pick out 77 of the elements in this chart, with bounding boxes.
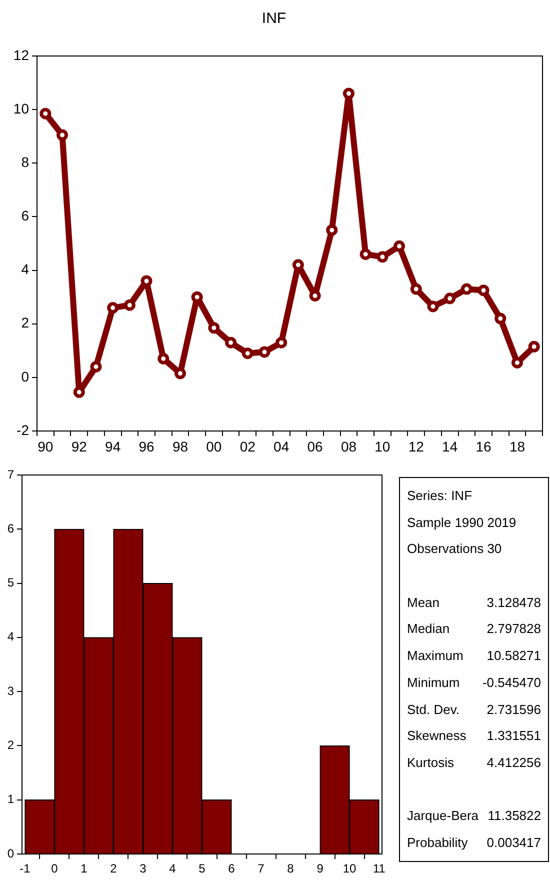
x-tick-label: 06	[307, 438, 324, 454]
point	[394, 240, 406, 252]
x-tick-label: 5	[198, 862, 206, 876]
x-tick-label: 04	[274, 438, 290, 454]
x-tick-label: 00	[206, 438, 222, 454]
point	[56, 129, 68, 141]
x-tick-label: 2	[110, 862, 118, 876]
y-tick-label: 2	[21, 314, 30, 331]
point	[511, 356, 523, 368]
y-tick-label: 7	[7, 467, 14, 482]
x-tick-label: 7	[258, 862, 265, 876]
point	[410, 283, 422, 295]
x-tick-label: 02	[240, 438, 256, 454]
point	[342, 88, 354, 100]
y-tick-label: 6	[7, 521, 14, 536]
y-tick-label: 0	[7, 846, 14, 860]
x-tick-label: 92	[71, 438, 88, 454]
point	[528, 340, 540, 352]
point	[460, 283, 472, 295]
point	[140, 275, 152, 287]
y-tick-label: -2	[16, 422, 30, 438]
y-tick-label: 2	[7, 738, 14, 752]
point	[158, 352, 170, 364]
point	[494, 312, 506, 324]
point	[40, 108, 52, 120]
text: Jarque-Bera 11.35822 Probability 0.003417	[407, 808, 541, 850]
x-tick-label: 10	[374, 438, 390, 454]
x-tick-label: 9	[316, 862, 324, 876]
point	[444, 292, 456, 304]
point	[376, 251, 388, 263]
x-tick-label: 6	[228, 862, 236, 876]
x-tick-label: -1	[20, 862, 31, 876]
y-tick-label: 10	[13, 100, 30, 116]
point	[292, 259, 304, 271]
chart-title: INF	[262, 10, 286, 28]
x-tick-label: 94	[105, 438, 121, 454]
y-tick-label: 3	[7, 684, 14, 698]
point	[242, 348, 254, 360]
text: Series: INF Sample 1990 2019 Observations 30	[407, 487, 516, 558]
point	[73, 386, 85, 398]
x-tick-label: 14	[442, 438, 458, 454]
x-tick-label: 18	[509, 438, 526, 454]
y-tick-label: 4	[21, 261, 30, 278]
x-tick-label: 08	[340, 438, 357, 454]
x-tick-label: 3	[140, 862, 147, 876]
point	[191, 291, 203, 303]
text: Mean 3.128478 Median 2.797828 Maximum 10.58271 Minimum -0.545470 Std. Dev. 2.731596 Skewness 1.331551 Kurtosis 4.412256	[407, 594, 541, 770]
x-tick-label: 0	[51, 862, 58, 876]
y-tick-label: 4	[7, 630, 14, 644]
x-tick-label: 10	[342, 862, 357, 876]
x-tick-label: 96	[138, 438, 155, 454]
point	[90, 360, 102, 372]
point	[107, 302, 119, 314]
y-tick-label: 6	[21, 208, 30, 224]
x-tick-label: 1	[80, 862, 88, 876]
point	[124, 299, 136, 311]
point	[258, 346, 270, 358]
x-tick-label: 12	[408, 438, 424, 454]
point	[427, 300, 439, 312]
point	[174, 368, 186, 380]
x-tick-label: 98	[172, 438, 188, 454]
x-tick-label: 4	[169, 862, 176, 876]
y-tick-label: 8	[21, 154, 30, 170]
y-tick-label: 0	[21, 368, 30, 384]
point	[225, 336, 237, 348]
point	[478, 284, 490, 296]
x-tick-label: 16	[476, 438, 492, 454]
point	[276, 336, 288, 348]
x-tick-label: 90	[38, 438, 54, 454]
point	[360, 248, 372, 260]
y-tick-label: 1	[7, 792, 14, 806]
y-tick-label: 5	[7, 576, 14, 590]
x-tick-label: 11	[372, 862, 386, 876]
point	[326, 224, 338, 236]
x-tick-label: 8	[287, 862, 294, 876]
y-tick-label: 12	[13, 46, 30, 63]
point	[208, 322, 220, 334]
